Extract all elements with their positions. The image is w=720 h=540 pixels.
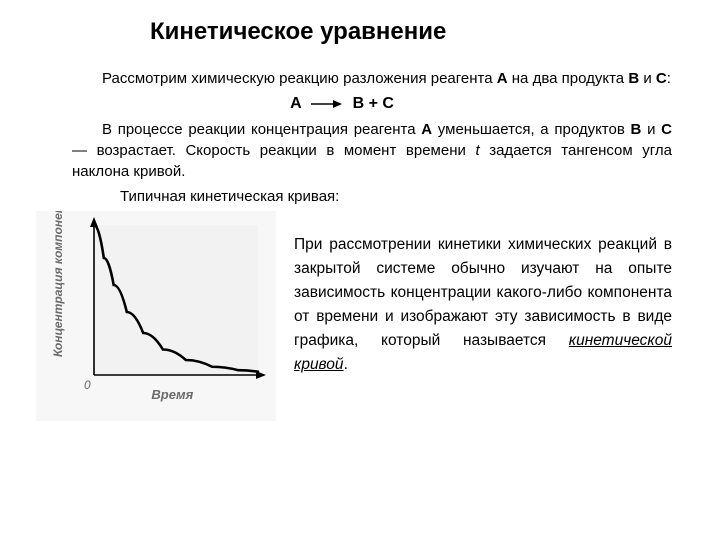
- svg-text:Время: Время: [151, 387, 193, 402]
- chart-caption: Типичная кинетическая кривая:: [120, 188, 672, 205]
- intro-text-3: и: [639, 70, 656, 87]
- process-a: А: [421, 121, 432, 138]
- side-paragraph: При рассмотрении кинетики химических реа…: [294, 211, 672, 377]
- equation-rhs: В + С: [353, 95, 394, 112]
- process-text-4: — возрастает. Скорость реакции в момент …: [72, 142, 475, 159]
- process-text-2: уменьшается, а продуктов: [432, 121, 630, 138]
- svg-text:Концентрация компонента А: Концентрация компонента А: [51, 211, 65, 357]
- reaction-equation: А В + С: [12, 95, 672, 113]
- process-text-1: В процессе реакции концентрация реагента: [102, 121, 421, 138]
- kinetic-curve-chart: 0 Время Концентрация компонента А: [36, 211, 276, 421]
- product-b: В: [628, 70, 639, 87]
- intro-text-1: Рассмотрим химическую реакцию разложения…: [102, 70, 497, 87]
- page-title: Кинетическое уравнение: [150, 18, 672, 46]
- svg-text:0: 0: [84, 378, 91, 392]
- process-text-3: и: [641, 121, 661, 138]
- equation-lhs: А: [290, 95, 302, 112]
- process-c: С: [661, 121, 672, 138]
- reagent-a: А: [497, 70, 508, 87]
- side-text-2: .: [344, 356, 348, 373]
- intro-text-2: на два продукта: [508, 70, 629, 87]
- intro-paragraph: Рассмотрим химическую реакцию разложения…: [72, 68, 672, 89]
- reaction-arrow-icon: [310, 99, 344, 109]
- intro-text-4: :: [667, 70, 671, 87]
- process-b: В: [631, 121, 642, 138]
- process-paragraph: В процессе реакции концентрация реагента…: [72, 119, 672, 182]
- product-c: С: [656, 70, 667, 87]
